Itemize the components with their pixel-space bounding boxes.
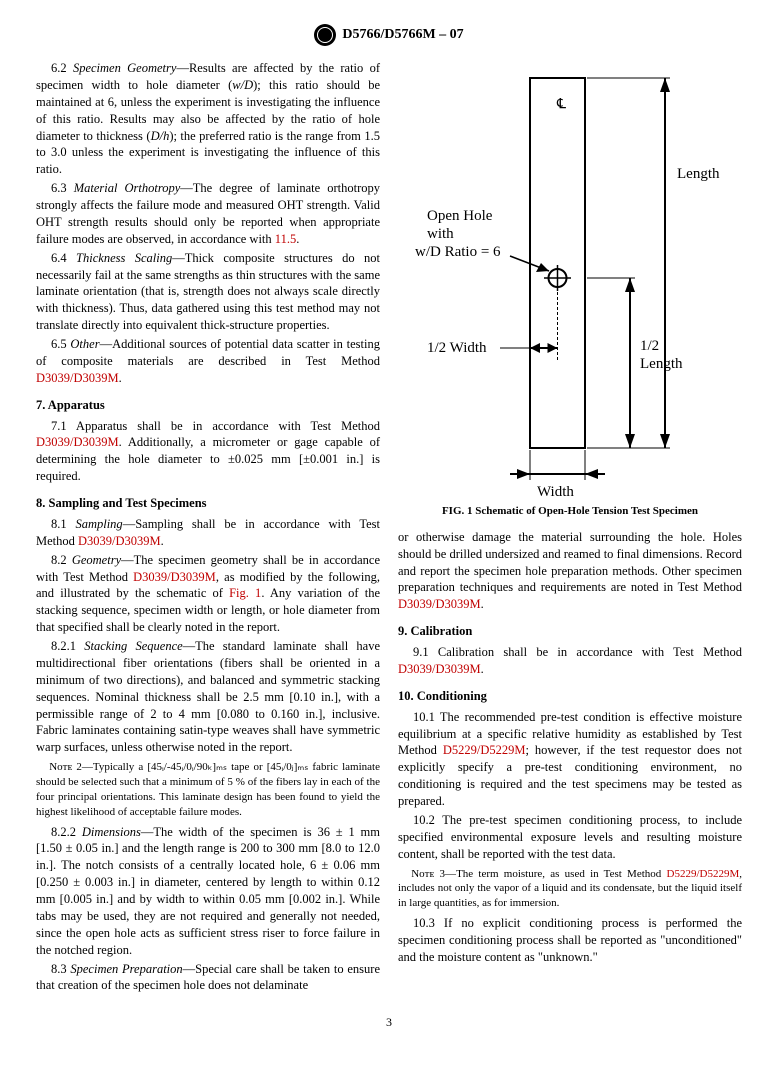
para-6-3: 6.3 Material Orthotropy—The degree of la… [36, 180, 380, 248]
para-6-5: 6.5 Other—Additional sources of potentia… [36, 336, 380, 387]
openhole-label-1: Open Hole [427, 208, 493, 224]
para-8-1: 8.1 Sampling—Sampling shall be in accord… [36, 516, 380, 550]
right-column: ℄ Length 1/2 Length Open [398, 60, 742, 996]
para-8-3: 8.3 Specimen Preparation—Special care sh… [36, 961, 380, 995]
para-6-4: 6.4 Thickness Scaling—Thick composite st… [36, 250, 380, 334]
section-7-title: 7. Apparatus [36, 397, 380, 414]
para-6-2: 6.2 Specimen Geometry—Results are affect… [36, 60, 380, 178]
para-10-1: 10.1 The recommended pre-test condition … [398, 709, 742, 810]
para-7-1: 7.1 Apparatus shall be in accordance wit… [36, 418, 380, 486]
para-10-3: 10.3 If no explicit conditioning process… [398, 915, 742, 966]
centerline-symbol: ℄ [556, 97, 566, 112]
para-9-1: 9.1 Calibration shall be in accordance w… [398, 644, 742, 678]
half-length-label-2: Length [640, 356, 683, 372]
openhole-label-2: with [427, 226, 454, 242]
section-8-title: 8. Sampling and Test Specimens [36, 495, 380, 512]
para-8-3-cont: or otherwise damage the material surroun… [398, 529, 742, 613]
openhole-label-3: w/D Ratio = 6 [415, 244, 501, 260]
width-label: Width [537, 484, 574, 500]
content-columns: 6.2 Specimen Geometry—Results are affect… [36, 60, 742, 996]
figure-1: ℄ Length 1/2 Length Open [398, 60, 742, 519]
astm-logo-icon [314, 24, 336, 46]
figure-1-svg: ℄ Length 1/2 Length Open [415, 60, 725, 500]
note-2: Nᴏᴛᴇ 2—Typically a [45ᵢ/-45ᵢ/0ᵢ/90ₖ]ₘₛ t… [36, 760, 380, 819]
para-10-2: 10.2 The pre-test specimen conditioning … [398, 812, 742, 863]
figure-1-caption: FIG. 1 Schematic of Open-Hole Tension Te… [398, 504, 742, 519]
section-9-title: 9. Calibration [398, 623, 742, 640]
para-8-2: 8.2 Geometry—The specimen geometry shall… [36, 552, 380, 636]
page-number: 3 [36, 1014, 742, 1030]
note-3: Nᴏᴛᴇ 3—The term moisture, as used in Tes… [398, 867, 742, 912]
half-width-label: 1/2 Width [427, 340, 487, 356]
designation: D5766/D5766M – 07 [342, 26, 463, 45]
para-8-2-1: 8.2.1 Stacking Sequence—The standard lam… [36, 638, 380, 756]
para-8-2-2: 8.2.2 Dimensions—The width of the specim… [36, 824, 380, 959]
page-header: D5766/D5766M – 07 [36, 24, 742, 46]
left-column: 6.2 Specimen Geometry—Results are affect… [36, 60, 380, 996]
half-length-label-1: 1/2 [640, 338, 659, 354]
length-label: Length [677, 166, 720, 182]
section-10-title: 10. Conditioning [398, 688, 742, 705]
